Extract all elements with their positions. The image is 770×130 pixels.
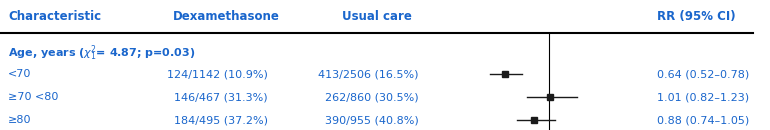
Text: Dexamethasone: Dexamethasone <box>173 10 280 23</box>
Text: Age, years ($\chi^2_1$= 4.87; p=0.03): Age, years ($\chi^2_1$= 4.87; p=0.03) <box>8 43 196 63</box>
Text: ≥80: ≥80 <box>8 115 32 125</box>
Text: 390/955 (40.8%): 390/955 (40.8%) <box>325 115 418 125</box>
Text: <70: <70 <box>8 69 32 79</box>
Text: RR (95% CI): RR (95% CI) <box>657 10 735 23</box>
Text: 146/467 (31.3%): 146/467 (31.3%) <box>174 92 268 102</box>
Text: 124/1142 (10.9%): 124/1142 (10.9%) <box>167 69 268 79</box>
Text: 413/2506 (16.5%): 413/2506 (16.5%) <box>318 69 418 79</box>
Text: 184/495 (37.2%): 184/495 (37.2%) <box>174 115 268 125</box>
Text: Usual care: Usual care <box>342 10 412 23</box>
Text: Characteristic: Characteristic <box>8 10 102 23</box>
Text: 262/860 (30.5%): 262/860 (30.5%) <box>325 92 418 102</box>
Text: 0.88 (0.74–1.05): 0.88 (0.74–1.05) <box>657 115 749 125</box>
Text: 0.64 (0.52–0.78): 0.64 (0.52–0.78) <box>657 69 749 79</box>
Text: 1.01 (0.82–1.23): 1.01 (0.82–1.23) <box>657 92 749 102</box>
Text: ≥70 <80: ≥70 <80 <box>8 92 59 102</box>
